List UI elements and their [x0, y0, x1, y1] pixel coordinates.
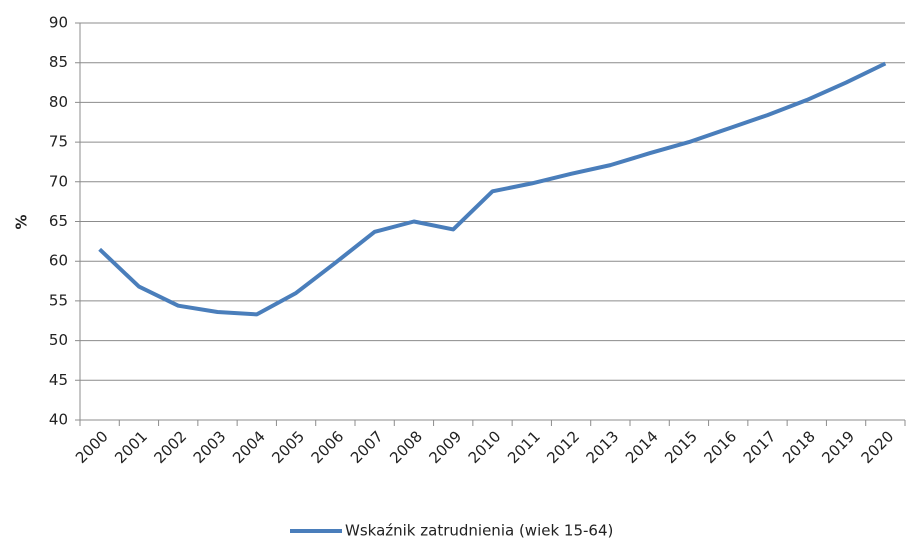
- y-tick-label: 50: [49, 331, 68, 349]
- x-tick-label: 2013: [583, 427, 623, 467]
- x-tick-label: 2017: [740, 427, 780, 467]
- line: [98, 61, 887, 317]
- x-tick-label: 2009: [425, 427, 465, 467]
- y-tick-label: 55: [49, 291, 68, 309]
- x-tick-label: 2016: [700, 427, 740, 467]
- x-tick-label: 2015: [661, 427, 701, 467]
- x-tick-label: 2010: [465, 427, 505, 467]
- y-tick-label: 70: [49, 172, 68, 190]
- y-tick-label: 85: [49, 53, 68, 71]
- y-tick-label: 60: [49, 252, 68, 270]
- x-tick-label: 2020: [858, 427, 898, 467]
- x-tick-label: 2008: [386, 427, 426, 467]
- x-tick-label: 2012: [543, 427, 583, 467]
- y-tick-label: 45: [49, 371, 68, 389]
- x-tick-label: 2003: [190, 427, 230, 467]
- y-tick-label: 75: [49, 133, 68, 151]
- y-tick-label: 65: [49, 212, 68, 230]
- y-tick-label: 90: [49, 14, 68, 32]
- x-tick-label: 2007: [347, 427, 387, 467]
- legend-label: Wskaźnik zatrudnienia (wiek 15-64): [345, 522, 613, 540]
- x-tick-label: 2002: [150, 427, 190, 467]
- x-tick-label: 2014: [622, 427, 662, 467]
- y-axis-label: %: [13, 214, 31, 229]
- x-tick-label: 2004: [229, 427, 269, 467]
- x-tick-label: 2006: [308, 427, 348, 467]
- y-tick-label: 80: [49, 93, 68, 111]
- x-tick-label: 2018: [779, 427, 819, 467]
- x-tick-label: 2000: [72, 427, 112, 467]
- x-tick-label: 2019: [818, 427, 858, 467]
- x-tick-label: 2001: [111, 427, 151, 467]
- y-tick-label: 40: [49, 411, 68, 429]
- x-tick-label: 2011: [504, 427, 544, 467]
- x-tick-label: 2005: [268, 427, 308, 467]
